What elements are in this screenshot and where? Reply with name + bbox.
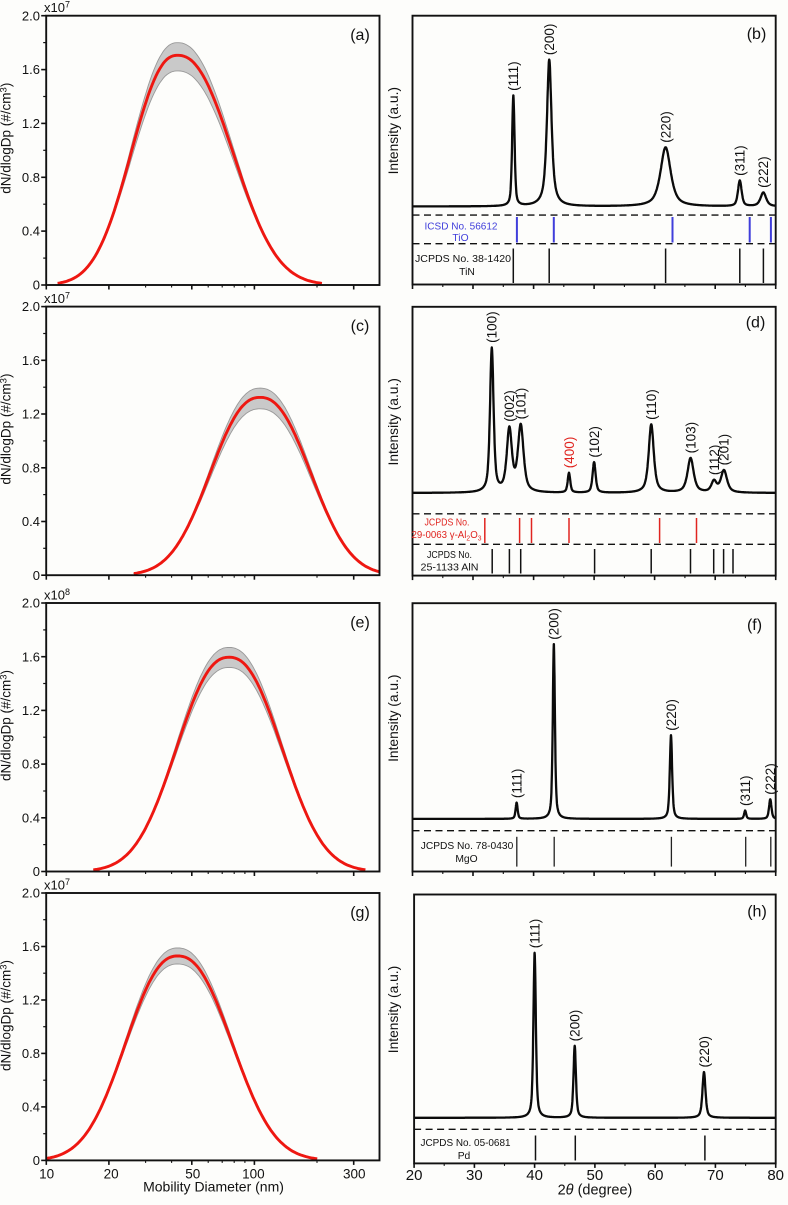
- svg-text:10: 10: [39, 1167, 54, 1182]
- svg-text:2.0: 2.0: [22, 299, 40, 314]
- svg-text:x107: x107: [44, 291, 70, 307]
- svg-text:JCPDS No. 78-0430: JCPDS No. 78-0430: [421, 841, 514, 852]
- svg-text:JCPDS No.: JCPDS No.: [427, 550, 472, 561]
- svg-text:(f): (f): [747, 617, 762, 634]
- svg-text:100: 100: [242, 1167, 265, 1182]
- svg-text:dN/dlogDp (#/cm3): dN/dlogDp (#/cm3): [0, 83, 14, 194]
- svg-text:Intensity (a.u.): Intensity (a.u.): [386, 87, 401, 174]
- svg-text:(110): (110): [644, 389, 659, 420]
- svg-text:0.4: 0.4: [22, 810, 40, 825]
- svg-text:dN/dlogDp (#/cm3): dN/dlogDp (#/cm3): [0, 670, 14, 781]
- svg-text:0: 0: [33, 278, 40, 293]
- svg-text:(c): (c): [351, 318, 370, 335]
- svg-text:29-0063 γ-Al2O3: 29-0063 γ-Al2O3: [412, 530, 482, 543]
- svg-text:2θ (degree): 2θ (degree): [558, 1183, 633, 1199]
- svg-text:2.0: 2.0: [22, 8, 40, 23]
- svg-text:(103): (103): [683, 422, 698, 454]
- svg-text:0: 0: [33, 1153, 40, 1168]
- svg-text:x108: x108: [44, 587, 70, 603]
- svg-text:300: 300: [343, 1167, 366, 1182]
- svg-text:ICSD No. 56612: ICSD No. 56612: [425, 221, 498, 232]
- svg-text:(222): (222): [763, 763, 778, 795]
- svg-text:(201): (201): [717, 434, 732, 466]
- svg-text:(111): (111): [509, 769, 524, 799]
- svg-text:0: 0: [33, 568, 40, 583]
- svg-text:1.2: 1.2: [22, 703, 40, 718]
- svg-text:Intensity (a.u.): Intensity (a.u.): [386, 378, 401, 465]
- svg-text:x107: x107: [44, 877, 70, 893]
- svg-text:MgO: MgO: [455, 854, 477, 865]
- svg-text:(100): (100): [485, 311, 500, 343]
- svg-text:0.8: 0.8: [22, 460, 40, 475]
- svg-text:(111): (111): [527, 919, 542, 949]
- svg-text:(002): (002): [502, 390, 517, 422]
- svg-text:(101): (101): [514, 388, 529, 420]
- svg-text:Mobility Diameter (nm): Mobility Diameter (nm): [143, 1179, 284, 1195]
- svg-text:(220): (220): [658, 111, 673, 143]
- svg-text:1.6: 1.6: [22, 62, 40, 77]
- svg-text:TiO: TiO: [452, 233, 468, 244]
- svg-text:0: 0: [33, 864, 40, 879]
- svg-text:(311): (311): [733, 145, 748, 176]
- svg-text:1.2: 1.2: [22, 116, 40, 131]
- svg-text:0.4: 0.4: [22, 1100, 40, 1115]
- svg-text:80: 80: [767, 1167, 784, 1184]
- svg-text:1.2: 1.2: [22, 993, 40, 1008]
- svg-text:(b): (b): [747, 26, 767, 43]
- svg-text:(400): (400): [562, 437, 577, 469]
- svg-text:60: 60: [647, 1167, 664, 1184]
- svg-text:(222): (222): [756, 156, 771, 188]
- svg-text:20: 20: [104, 1167, 119, 1182]
- svg-text:(220): (220): [697, 1036, 712, 1068]
- svg-text:50: 50: [587, 1167, 604, 1184]
- svg-text:40: 40: [526, 1167, 543, 1184]
- svg-text:0.8: 0.8: [22, 757, 40, 772]
- svg-text:Intensity (a.u.): Intensity (a.u.): [386, 674, 401, 761]
- svg-text:2.0: 2.0: [22, 886, 40, 901]
- svg-text:dN/dlogDp (#/cm3): dN/dlogDp (#/cm3): [0, 374, 14, 485]
- svg-text:Pd: Pd: [458, 1151, 471, 1162]
- svg-text:(220): (220): [664, 699, 679, 731]
- svg-text:0.8: 0.8: [22, 1046, 40, 1061]
- svg-text:0.4: 0.4: [22, 514, 40, 529]
- svg-text:(311): (311): [738, 775, 753, 806]
- svg-text:2.0: 2.0: [22, 596, 40, 611]
- svg-text:(g): (g): [350, 905, 370, 922]
- svg-text:25-1133 AlN: 25-1133 AlN: [421, 562, 479, 573]
- svg-text:(a): (a): [350, 27, 370, 44]
- svg-text:JCPDS No. 38-1420: JCPDS No. 38-1420: [415, 254, 511, 265]
- svg-text:(111): (111): [506, 61, 521, 91]
- svg-text:Intensity (a.u.): Intensity (a.u.): [386, 966, 401, 1053]
- svg-text:JCPDS No.: JCPDS No.: [425, 518, 470, 529]
- svg-text:1.2: 1.2: [22, 407, 40, 422]
- svg-text:1.6: 1.6: [22, 939, 40, 954]
- svg-text:x107: x107: [44, 0, 70, 15]
- svg-text:0.8: 0.8: [22, 170, 40, 185]
- svg-text:JCPDS No. 05-0681: JCPDS No. 05-0681: [421, 1138, 511, 1149]
- svg-text:dN/dlogDp (#/cm3): dN/dlogDp (#/cm3): [0, 960, 14, 1071]
- svg-text:50: 50: [185, 1167, 200, 1182]
- svg-text:(e): (e): [350, 615, 370, 632]
- svg-text:(102): (102): [587, 426, 602, 458]
- svg-text:(h): (h): [747, 904, 767, 921]
- svg-text:(112): (112): [707, 445, 722, 476]
- svg-text:1.6: 1.6: [22, 649, 40, 664]
- svg-text:20: 20: [406, 1167, 423, 1184]
- svg-text:(d): (d): [746, 315, 766, 332]
- svg-text:TiN: TiN: [459, 267, 475, 278]
- svg-text:(200): (200): [547, 608, 562, 640]
- svg-text:1.6: 1.6: [22, 353, 40, 368]
- svg-text:30: 30: [466, 1167, 483, 1184]
- svg-text:70: 70: [707, 1167, 724, 1184]
- svg-text:(200): (200): [568, 1010, 583, 1042]
- svg-text:(200): (200): [542, 24, 557, 56]
- svg-text:0.4: 0.4: [22, 224, 40, 239]
